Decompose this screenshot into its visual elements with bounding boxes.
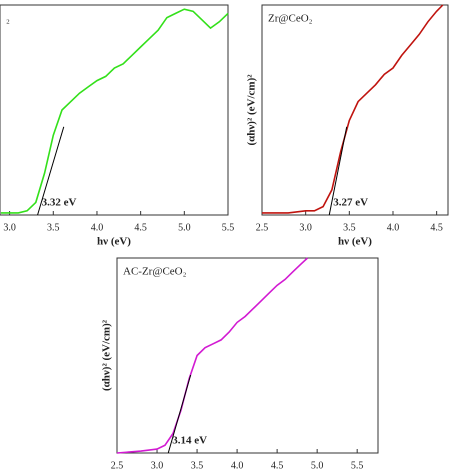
tangent-line	[37, 126, 65, 216]
x-axis-label: hν (eV)	[338, 236, 372, 248]
annotation: 3.32 eV	[42, 197, 77, 209]
x-tick-label: 3.0	[299, 222, 312, 233]
x-tick-label: 5.5	[222, 222, 235, 233]
x-tick-label: 5.5	[351, 460, 364, 471]
plot-frame	[0, 4, 229, 216]
x-tick-label: 3.5	[343, 222, 356, 233]
y-axis-label: (αhν)² (eV/cm)²	[101, 319, 113, 391]
panel-label: AC-Zr@CeO₂	[123, 266, 187, 278]
x-tick-label: 4.5	[271, 460, 284, 471]
data-line	[262, 4, 444, 214]
annotation: 3.27 eV	[333, 197, 368, 209]
x-tick-label: 4.5	[430, 222, 443, 233]
x-tick-label: 2.5	[111, 460, 124, 471]
data-line	[116, 257, 309, 454]
x-tick-label: 3.0	[151, 460, 164, 471]
x-tick-label: 3.5	[47, 222, 60, 233]
x-tick-label: 5.0	[178, 222, 191, 233]
plot-frame	[116, 257, 379, 454]
data-line	[0, 8, 229, 214]
panel-label: ₂	[6, 13, 10, 25]
x-tick-label: 3.0	[3, 222, 16, 233]
x-tick-label: 2.5	[256, 222, 269, 233]
x-axis-label: hν (eV)	[97, 236, 131, 248]
x-tick-label: 3.5	[191, 460, 204, 471]
x-tick-label: 4.5	[134, 222, 147, 233]
x-tick-label: 4.0	[91, 222, 104, 233]
tangent-line	[167, 374, 192, 454]
tangent-line	[328, 126, 348, 216]
y-axis-label: (αhν)² (eV/cm)²	[246, 74, 258, 146]
panel-label: Zr@CeO₂	[268, 13, 313, 25]
x-tick-label: 5.0	[311, 460, 324, 471]
annotation: 3.14 eV	[172, 435, 207, 447]
x-tick-label: 4.0	[231, 460, 244, 471]
plot-frame	[261, 4, 449, 216]
x-tick-label: 4.0	[387, 222, 400, 233]
